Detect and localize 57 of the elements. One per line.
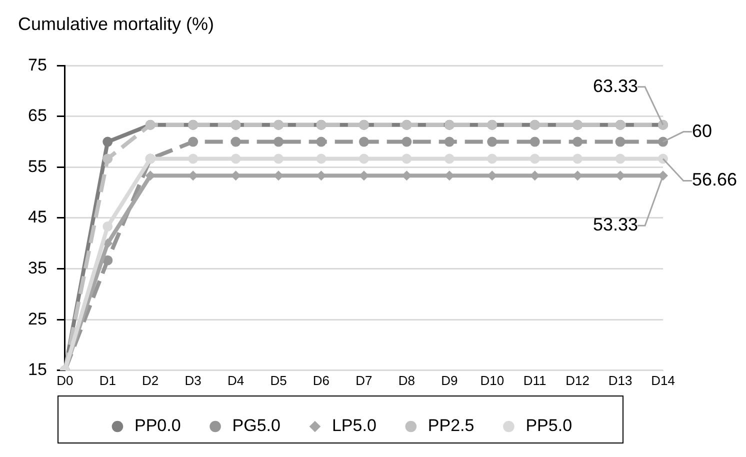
x-tick-label: D8 <box>398 372 415 388</box>
annotation: 56.66 <box>692 170 738 190</box>
point <box>572 154 583 164</box>
y-axis-title: Cumulative mortality (%) <box>18 14 214 34</box>
point <box>487 154 498 164</box>
y-tick-label: 45 <box>28 208 47 227</box>
annotation: 53.33 <box>592 214 638 235</box>
point <box>102 221 113 232</box>
y-tick-label: 15 <box>28 360 47 380</box>
point <box>402 154 412 164</box>
y-tick-label: 25 <box>28 309 47 328</box>
y-tick-label: 65 <box>28 106 47 126</box>
point <box>230 154 241 164</box>
x-tick-label: D7 <box>356 372 372 388</box>
x-tick-label: D3 <box>184 372 202 388</box>
y-tick-label: 35 <box>28 258 47 278</box>
legend-label: LP5.0 <box>332 416 376 436</box>
legend-label: PP2.5 <box>428 416 474 436</box>
y-tick-label: 55 <box>28 156 47 176</box>
point <box>274 154 284 164</box>
y-tick-label: 75 <box>28 55 47 74</box>
legend-label: PP0.0 <box>134 416 181 436</box>
x-tick-label: D12 <box>566 372 590 388</box>
point <box>102 136 113 147</box>
point <box>274 136 284 147</box>
x-tick-label: D11 <box>523 372 546 388</box>
point <box>615 154 626 164</box>
point <box>188 154 198 164</box>
legend-label: PP5.0 <box>526 416 572 436</box>
annotation: 60 <box>692 120 712 141</box>
x-tick-label: D4 <box>227 372 244 388</box>
x-tick-label: D2 <box>142 372 159 388</box>
x-tick-label: D0 <box>56 372 74 388</box>
point <box>358 136 369 147</box>
x-tick-label: D10 <box>480 372 504 388</box>
x-tick-label: D13 <box>608 372 632 388</box>
x-tick-label: D1 <box>99 372 116 388</box>
x-tick-label: D6 <box>312 372 330 388</box>
point <box>188 136 198 147</box>
point <box>358 154 369 164</box>
point <box>572 136 583 147</box>
x-tick-label: D14 <box>651 372 675 388</box>
point <box>444 154 454 164</box>
point <box>316 136 326 147</box>
point <box>444 136 454 147</box>
point <box>102 154 113 164</box>
annotation: 63.33 <box>592 76 638 96</box>
x-tick-label: D5 <box>270 372 287 388</box>
point <box>530 136 540 147</box>
x-tick-label: D9 <box>441 372 458 388</box>
legend-label: PG5.0 <box>232 416 280 436</box>
point <box>316 154 326 164</box>
point <box>530 154 540 164</box>
point <box>402 136 412 147</box>
point <box>487 136 498 147</box>
point <box>230 136 241 147</box>
point <box>615 136 626 147</box>
